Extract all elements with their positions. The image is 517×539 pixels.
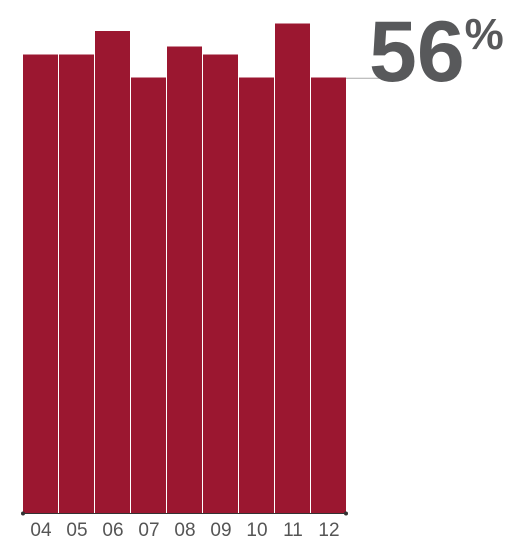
x-axis-left-end-dot: [21, 511, 25, 516]
x-tick-label-06: 06: [102, 520, 123, 539]
x-tick-label-08: 08: [174, 520, 195, 539]
bar-05: [59, 54, 94, 514]
bars-group: [23, 23, 346, 514]
x-tick-label-07: 07: [138, 520, 159, 539]
x-tick-label-04: 04: [30, 520, 52, 539]
bar-10: [239, 77, 274, 514]
bar-12: [311, 77, 346, 514]
bar-08: [167, 46, 202, 514]
x-tick-label-11: 11: [283, 520, 303, 539]
x-tick-labels: 04 05 06 07 08 09 10 11 12: [30, 520, 339, 539]
bar-06: [95, 31, 130, 513]
bar-11: [275, 23, 310, 514]
bar-07: [131, 77, 166, 514]
x-tick-label-05: 05: [66, 520, 87, 539]
highlight-value-number: 56: [369, 4, 465, 100]
x-tick-label-12: 12: [318, 520, 339, 539]
bar-09: [203, 54, 238, 514]
x-axis-right-end-dot: [344, 511, 348, 516]
highlight-value-label: 56%: [369, 4, 504, 100]
bar-04: [23, 54, 58, 514]
highlight-value-unit: %: [465, 10, 504, 59]
x-tick-label-10: 10: [246, 520, 267, 539]
x-tick-label-09: 09: [210, 520, 231, 539]
